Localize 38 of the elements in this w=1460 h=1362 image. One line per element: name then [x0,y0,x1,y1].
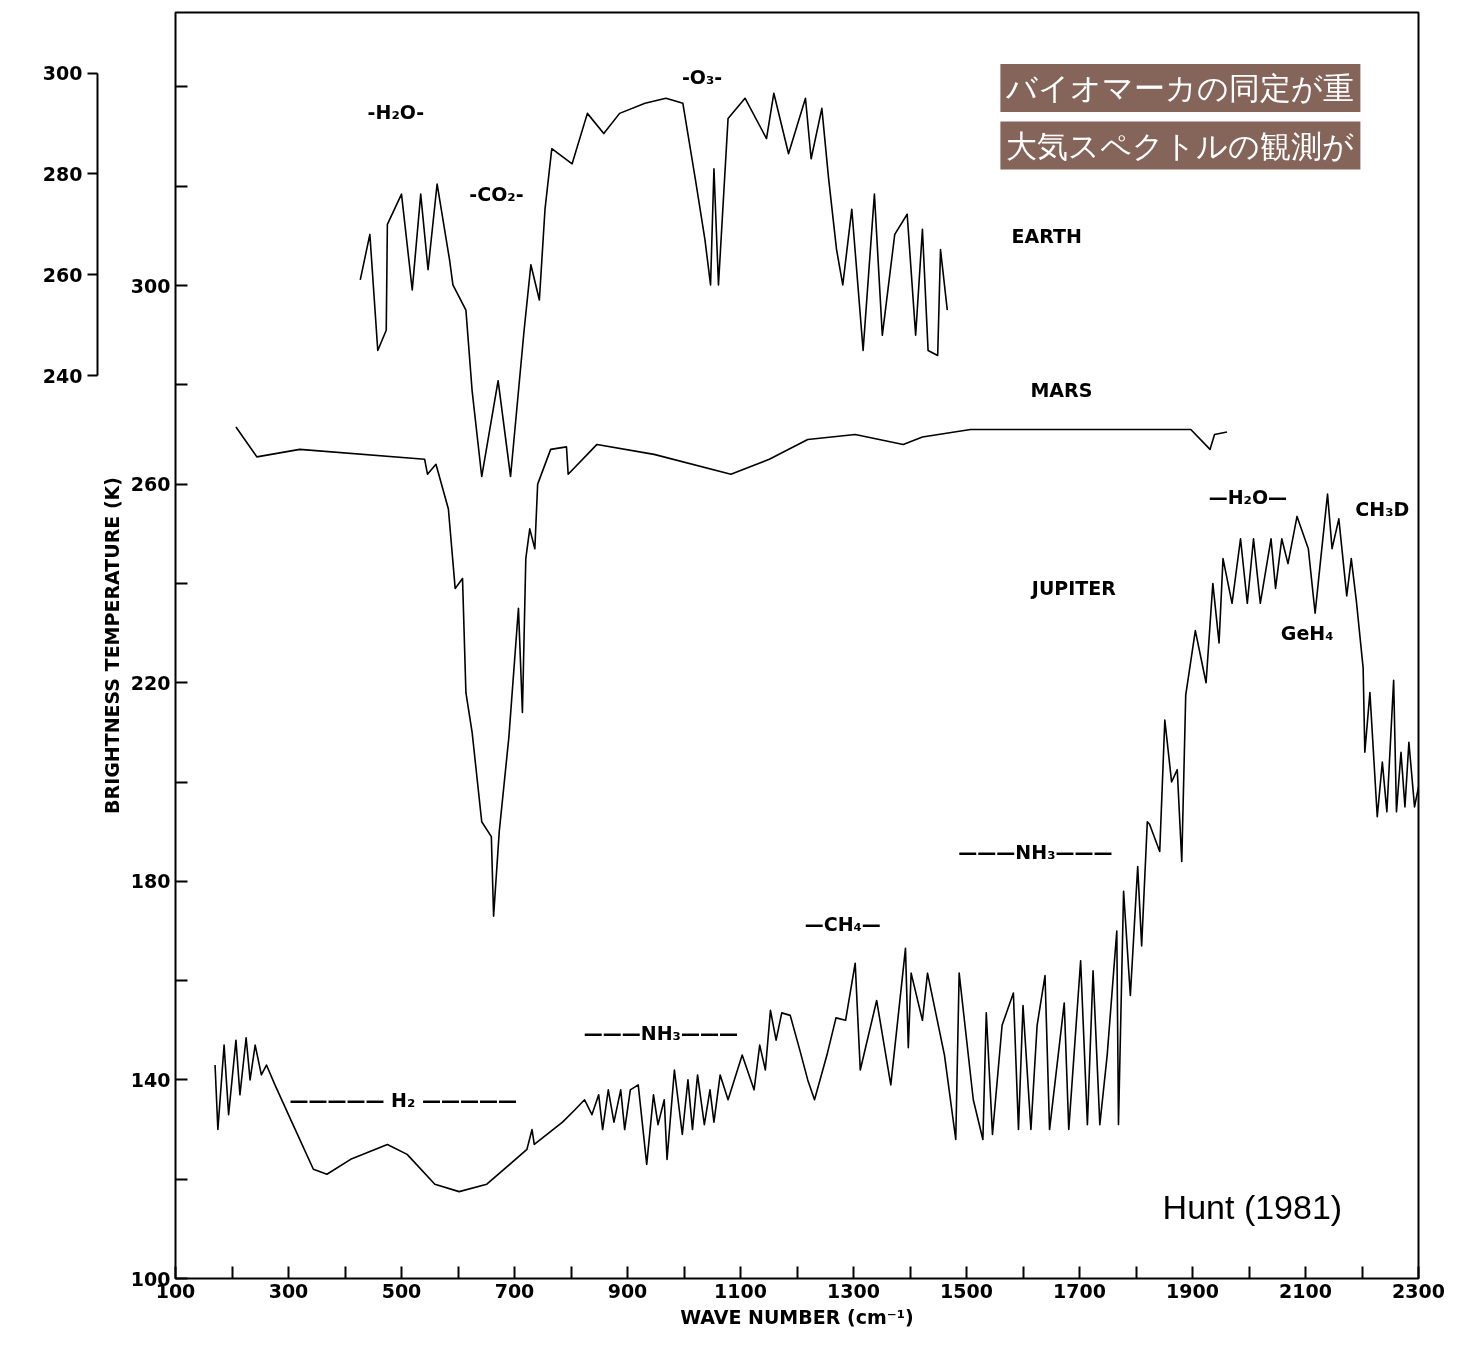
y2-tick-label: 300 [42,62,83,85]
annotation: バイオマーカの同定が重 [1005,69,1355,106]
annotation: -H₂O- [367,100,425,123]
y-axis-title: BRIGHTNESS TEMPERATURE (K) [100,477,123,814]
annotation: EARTH [1011,224,1082,247]
x-tick-label: 700 [494,1279,535,1302]
y-tick-label: 140 [130,1068,171,1091]
x-tick-label: 1700 [1053,1279,1106,1302]
x-tick-label: 1100 [714,1279,767,1302]
annotation: -O₃- [681,66,723,89]
y-tick-label: 260 [130,473,171,496]
annotation: Hunt (1981) [1162,1187,1343,1226]
y-tick-label: 180 [130,870,171,893]
x-tick-label: 1900 [1166,1279,1219,1302]
x-tick-label: 500 [381,1279,422,1302]
y2-tick-label: 280 [42,162,83,185]
annotation: ————— H₂ ————— [289,1088,517,1111]
y2-tick-label: 240 [42,364,83,387]
annotation: GeH₄ [1280,622,1334,645]
y-tick-label: 300 [130,274,171,297]
x-tick-label: 2100 [1279,1279,1332,1302]
annotation: -CO₂- [469,182,524,205]
annotation: MARS [1030,378,1093,401]
y-tick-label: 220 [130,671,171,694]
x-axis-title: WAVE NUMBER (cm⁻¹) [680,1305,914,1328]
x-tick-label: 900 [607,1279,648,1302]
annotation: 大気スペクトルの観測が [1006,127,1355,164]
annotation: CH₃D [1355,497,1410,520]
x-tick-label: 1300 [827,1279,880,1302]
annotation: ———NH₃——— [958,840,1113,863]
x-tick-label: 1500 [940,1279,993,1302]
annotation: ———NH₃——— [583,1021,738,1044]
annotation: JUPITER [1029,577,1117,600]
x-tick-label: 2300 [1392,1279,1445,1302]
annotation: —CH₄— [804,912,881,935]
x-tick-label: 300 [268,1279,309,1302]
annotation: —H₂O— [1208,485,1288,508]
y2-tick-label: 260 [42,263,83,286]
